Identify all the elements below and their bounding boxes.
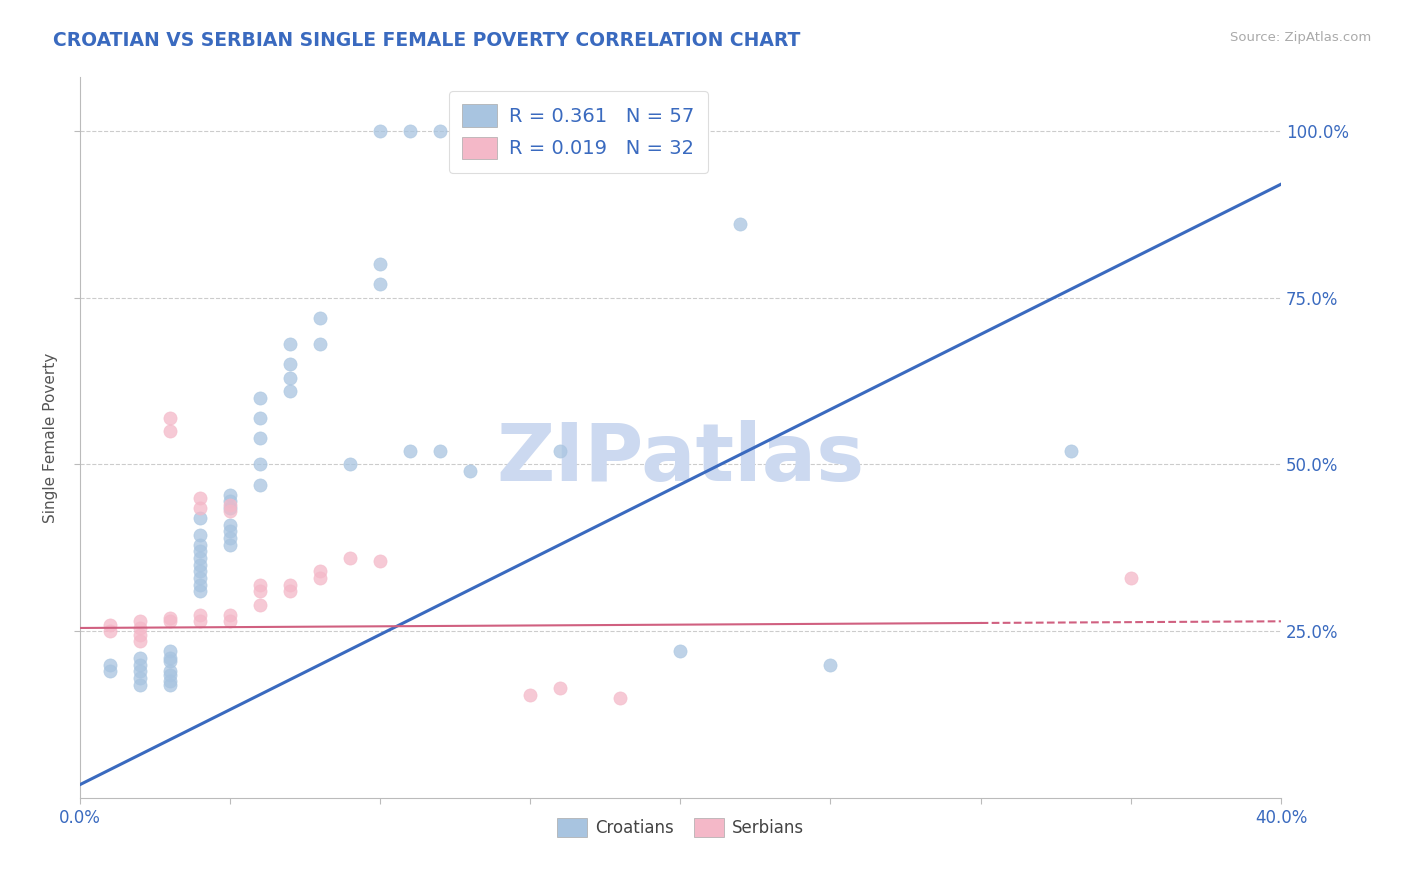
Point	[1060, 444, 1083, 458]
Y-axis label: Single Female Poverty: Single Female Poverty	[44, 352, 58, 523]
Point	[218, 531, 240, 545]
Point	[188, 558, 211, 572]
Point	[98, 657, 121, 672]
Point	[669, 644, 692, 658]
Point	[429, 444, 451, 458]
Point	[820, 657, 842, 672]
Point	[218, 494, 240, 508]
Point	[399, 444, 422, 458]
Point	[218, 607, 240, 622]
Point	[159, 674, 181, 689]
Point	[128, 615, 150, 629]
Point	[278, 577, 301, 591]
Point	[339, 458, 361, 472]
Point	[159, 665, 181, 679]
Point	[188, 491, 211, 505]
Point	[278, 584, 301, 599]
Point	[98, 617, 121, 632]
Point	[188, 615, 211, 629]
Point	[519, 124, 541, 138]
Point	[249, 410, 271, 425]
Point	[159, 615, 181, 629]
Point	[548, 681, 571, 695]
Point	[368, 257, 391, 271]
Point	[98, 624, 121, 639]
Point	[218, 615, 240, 629]
Point	[339, 550, 361, 565]
Text: Source: ZipAtlas.com: Source: ZipAtlas.com	[1230, 31, 1371, 45]
Point	[128, 621, 150, 635]
Point	[159, 424, 181, 438]
Point	[309, 571, 332, 585]
Point	[159, 611, 181, 625]
Point	[159, 654, 181, 668]
Point	[159, 651, 181, 665]
Point	[429, 124, 451, 138]
Point	[98, 665, 121, 679]
Point	[249, 584, 271, 599]
Point	[218, 524, 240, 539]
Point	[218, 498, 240, 512]
Point	[188, 564, 211, 578]
Point	[368, 277, 391, 292]
Point	[159, 644, 181, 658]
Point	[249, 431, 271, 445]
Legend: Croatians, Serbians: Croatians, Serbians	[550, 812, 811, 844]
Point	[249, 477, 271, 491]
Point	[128, 651, 150, 665]
Point	[188, 577, 211, 591]
Point	[218, 537, 240, 551]
Point	[128, 657, 150, 672]
Point	[519, 688, 541, 702]
Point	[218, 487, 240, 501]
Point	[188, 511, 211, 525]
Point	[609, 691, 631, 706]
Point	[218, 504, 240, 518]
Point	[309, 564, 332, 578]
Point	[218, 517, 240, 532]
Point	[368, 124, 391, 138]
Point	[368, 554, 391, 568]
Point	[128, 665, 150, 679]
Point	[128, 634, 150, 648]
Point	[128, 671, 150, 685]
Point	[249, 391, 271, 405]
Point	[159, 678, 181, 692]
Point	[188, 607, 211, 622]
Point	[188, 500, 211, 515]
Point	[188, 537, 211, 551]
Point	[218, 500, 240, 515]
Point	[188, 527, 211, 541]
Point	[278, 384, 301, 398]
Point	[730, 217, 752, 231]
Point	[249, 577, 271, 591]
Point	[188, 550, 211, 565]
Point	[188, 544, 211, 558]
Point	[159, 410, 181, 425]
Point	[188, 584, 211, 599]
Point	[278, 358, 301, 372]
Point	[249, 598, 271, 612]
Text: ZIPatlas: ZIPatlas	[496, 420, 865, 499]
Point	[1119, 571, 1142, 585]
Point	[128, 678, 150, 692]
Point	[278, 337, 301, 351]
Point	[548, 444, 571, 458]
Point	[188, 571, 211, 585]
Point	[249, 458, 271, 472]
Text: CROATIAN VS SERBIAN SINGLE FEMALE POVERTY CORRELATION CHART: CROATIAN VS SERBIAN SINGLE FEMALE POVERT…	[53, 31, 801, 50]
Point	[309, 310, 332, 325]
Point	[399, 124, 422, 138]
Point	[278, 370, 301, 384]
Point	[128, 627, 150, 641]
Point	[309, 337, 332, 351]
Point	[458, 464, 481, 478]
Point	[159, 667, 181, 681]
